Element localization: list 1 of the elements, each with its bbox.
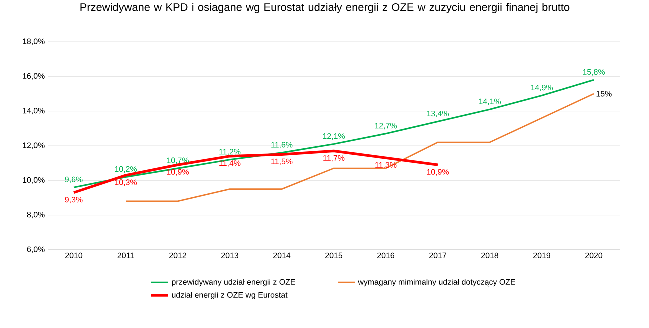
chart-title: Przewidywane w KPD i osiagane wg Eurostat udziały energii z OZE w zuzyciu energii finanej brutto xyxy=(80,3,570,14)
